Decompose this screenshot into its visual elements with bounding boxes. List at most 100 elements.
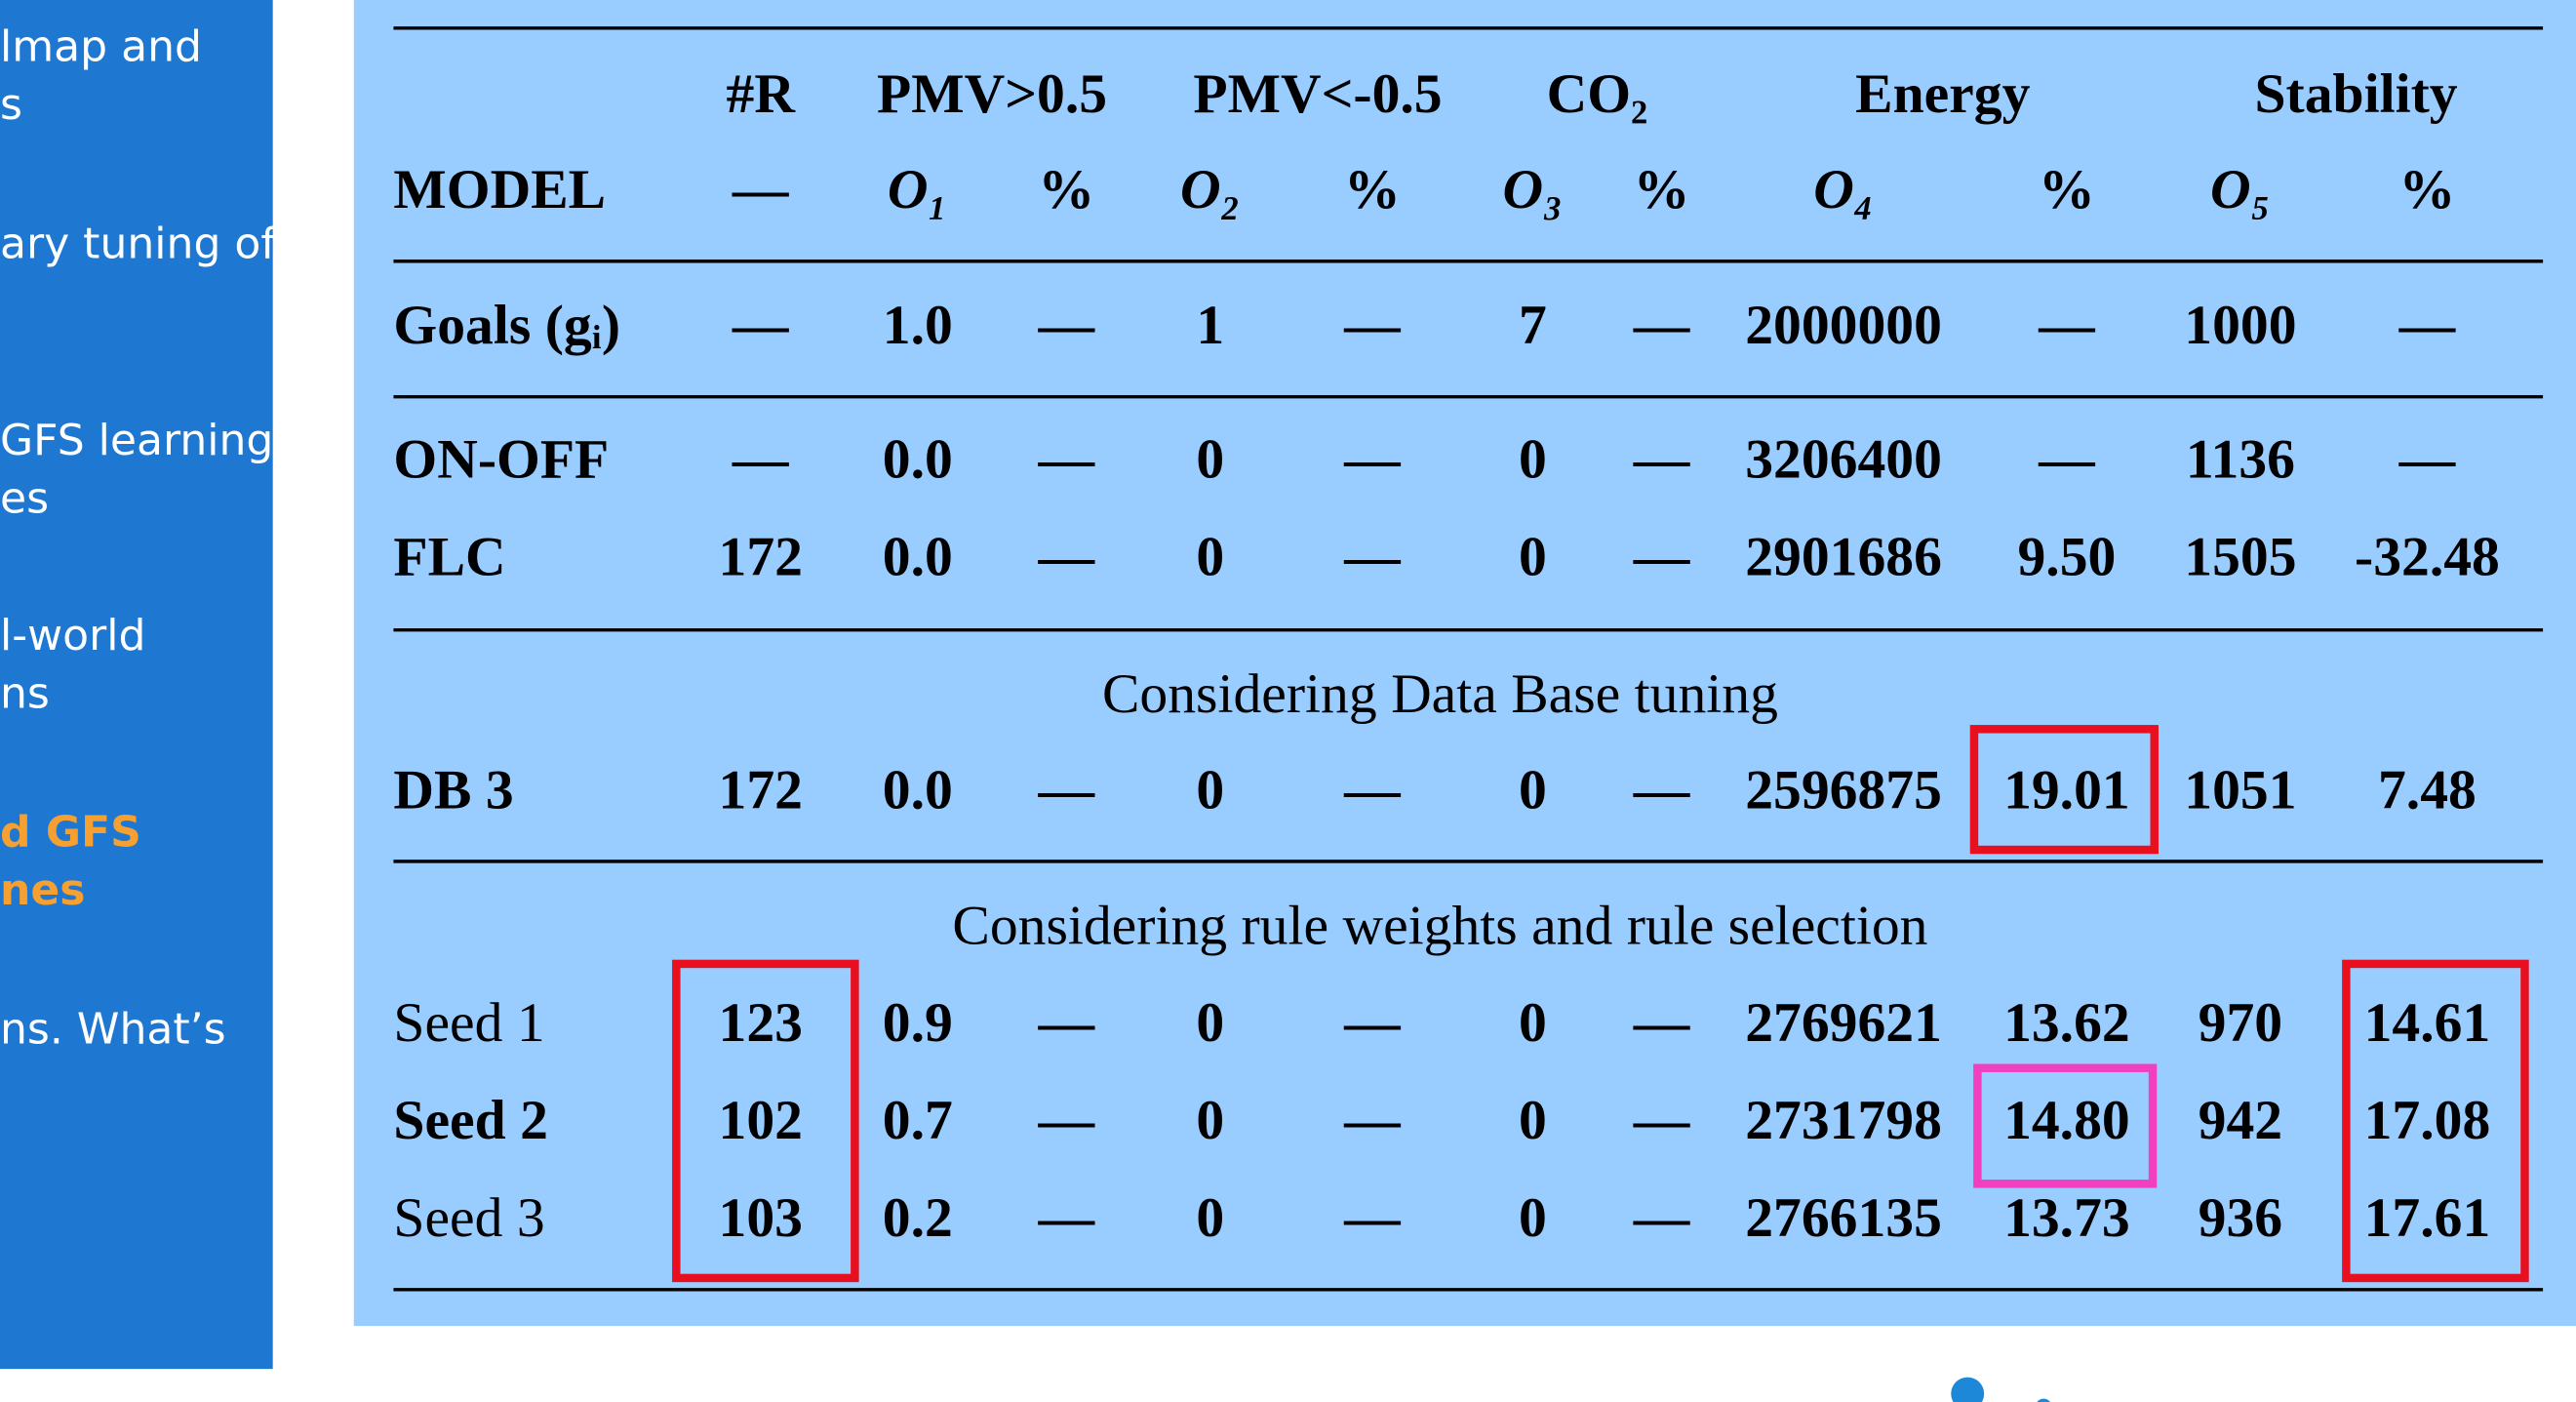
column-header: — [732,159,789,220]
column-header: O₃ [1503,159,1564,220]
column-group: CO₂ [1547,63,1648,125]
cell: — [1343,428,1401,490]
cell: — [2398,428,2456,490]
row-label: Seed 1 [393,992,544,1054]
logo-dot [2037,1398,2050,1402]
cell: 17.61 [2364,1187,2491,1249]
row-label: Seed 3 [393,1187,544,1249]
column-header: % [2399,159,2456,220]
cell: 7.48 [2378,759,2477,821]
cell: — [1343,1090,1401,1151]
cell: 1.0 [883,295,953,356]
cell: 2000000 [1745,295,1942,356]
sidebar-text: es [0,473,49,523]
cell: — [1038,1090,1095,1151]
cell: 1051 [2184,759,2296,821]
column-group: #R [727,63,797,125]
sidebar-text: ns. What’s [0,1004,226,1054]
cell: 103 [719,1187,803,1249]
highlight-box [1973,1063,2158,1188]
sidebar-text: nes [0,865,85,915]
sidebar-text: GFS learning [0,416,273,465]
cell: 0 [1196,1187,1224,1249]
cell: 0 [1519,1090,1547,1151]
cell: 0 [1196,759,1224,821]
column-header: % [2039,159,2095,220]
cell: 942 [2199,1090,2282,1151]
cell: 1136 [2186,428,2295,490]
table-panel [353,0,2576,1327]
cell: — [1633,992,1690,1054]
column-header: O₁ [888,159,948,220]
cell: 0 [1196,1090,1224,1151]
cell: — [1633,428,1690,490]
cell: 7 [1519,295,1547,356]
cell: — [1343,526,1401,587]
cell: 0 [1519,759,1547,821]
cell: — [1633,1187,1690,1249]
logo-dot [1951,1377,1985,1402]
column-header: % [1344,159,1401,220]
cell: 2596875 [1745,759,1942,821]
cell: — [1633,759,1690,821]
table: #R PMV>0.5 PMV<-0.5 CO₂ Energy Stability MODEL… [393,26,2544,1292]
cell: 14.61 [2364,992,2491,1054]
column-header: MODEL [393,159,606,220]
cell: — [1038,992,1095,1054]
column-header: % [1039,159,1095,220]
cell: 0.0 [883,759,953,821]
cell: 1 [1196,295,1224,356]
cell: 2766135 [1745,1187,1942,1249]
highlight-box [672,959,859,1283]
sidebar [0,0,273,1370]
cell: 0 [1519,526,1547,587]
cell: 0.9 [883,992,953,1054]
cell: — [2038,428,2095,490]
cell: 1505 [2184,526,2296,587]
sidebar-text: ary tuning of [0,219,277,268]
cell: — [1038,295,1095,356]
cell: 123 [719,992,803,1054]
cell: — [732,428,789,490]
cell: 0 [1519,428,1547,490]
cell: 2901686 [1745,526,1942,587]
cell: 172 [719,526,803,587]
cell: — [1633,295,1690,356]
column-group: PMV>0.5 [877,63,1107,125]
row-label: Seed 2 [393,1090,547,1151]
cell: 0 [1196,428,1224,490]
column-header: % [1634,159,1690,220]
highlight-box [2342,959,2529,1283]
cell: 0.0 [883,428,953,490]
cell: 970 [2199,992,2282,1054]
cell: 102 [719,1090,803,1151]
column-group: Energy [1855,63,2030,125]
sidebar-text: d GFS [0,808,141,858]
cell: — [1633,526,1690,587]
sidebar-text: lmap and [0,22,202,72]
cell: 9.50 [2017,526,2116,587]
cell: 1000 [2184,295,2296,356]
column-header: O₄ [1813,159,1874,220]
cell: — [1633,1090,1690,1151]
section-title: Considering rule weights and rule select… [952,895,1927,956]
cell: 3206400 [1745,428,1942,490]
cell: -32.48 [2355,526,2500,587]
cell: 14.80 [2003,1090,2130,1151]
cell: — [732,295,789,356]
sidebar-text: l-world [0,611,145,661]
section-title: Considering Data Base tuning [1102,663,1778,725]
cell: 13.73 [2003,1187,2130,1249]
sidebar-text: s [0,80,22,130]
cell: 0.0 [883,526,953,587]
cell: 2731798 [1745,1090,1942,1151]
cell: 172 [719,759,803,821]
column-header: O₂ [1180,159,1241,220]
cell: 0.2 [883,1187,953,1249]
cell: 0 [1196,526,1224,587]
cell: — [1038,759,1095,821]
column-group: Stability [2254,63,2457,125]
row-label: FLC [393,526,505,587]
cell: — [1343,992,1401,1054]
